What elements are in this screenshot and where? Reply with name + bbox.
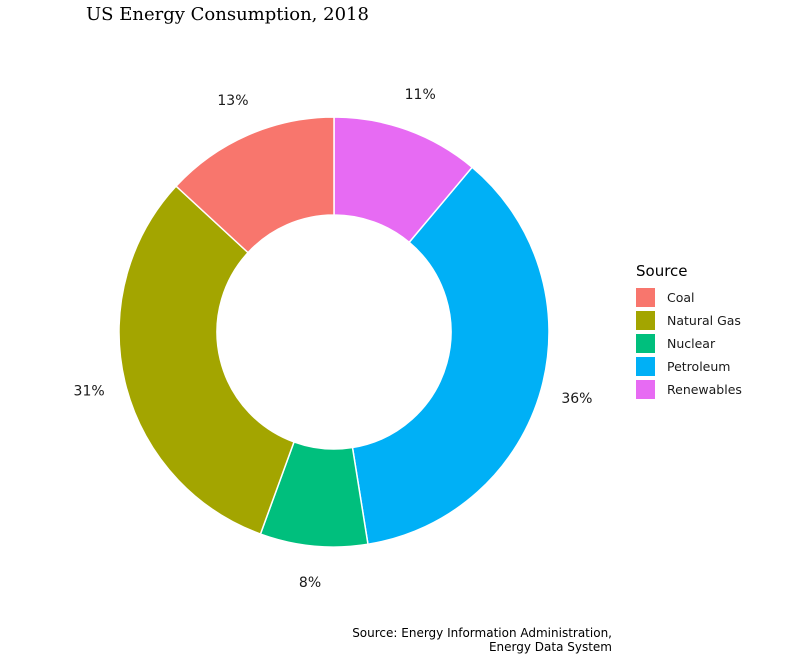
slice-label-natural-gas: 31%	[74, 383, 105, 399]
legend-title: Source	[636, 262, 688, 280]
legend-label-renewables: Renewables	[667, 382, 742, 397]
legend-label-nuclear: Nuclear	[667, 336, 716, 351]
slice-label-coal: 13%	[217, 93, 248, 109]
slice-coal	[175, 116, 335, 254]
slice-petroleum	[351, 166, 550, 546]
slice-label-renewables: 11%	[405, 87, 436, 103]
legend: Source Coal Natural Gas Nuclear Petroleu…	[636, 262, 742, 401]
legend-swatch-coal	[636, 288, 655, 307]
legend-label-coal: Coal	[667, 290, 695, 305]
legend-item-natural-gas: Natural Gas	[636, 309, 742, 332]
legend-label-natural-gas: Natural Gas	[667, 313, 741, 328]
legend-item-coal: Coal	[636, 286, 742, 309]
legend-label-petroleum: Petroleum	[667, 359, 731, 374]
source-caption: Source: Energy Information Administratio…	[330, 626, 612, 654]
legend-item-renewables: Renewables	[636, 378, 742, 401]
legend-swatch-petroleum	[636, 357, 655, 376]
slice-label-nuclear: 8%	[299, 575, 321, 591]
caption-line-2: Energy Data System	[488, 640, 612, 654]
slice-label-petroleum: 36%	[561, 391, 592, 407]
slice-natural-gas	[118, 185, 295, 535]
legend-item-nuclear: Nuclear	[636, 332, 742, 355]
legend-swatch-nuclear	[636, 334, 655, 353]
legend-swatch-natural-gas	[636, 311, 655, 330]
caption-line-1: Source: Energy Information Administratio…	[352, 626, 612, 640]
legend-swatch-renewables	[636, 380, 655, 399]
legend-item-petroleum: Petroleum	[636, 355, 742, 378]
chart-title: US Energy Consumption, 2018	[86, 4, 369, 25]
